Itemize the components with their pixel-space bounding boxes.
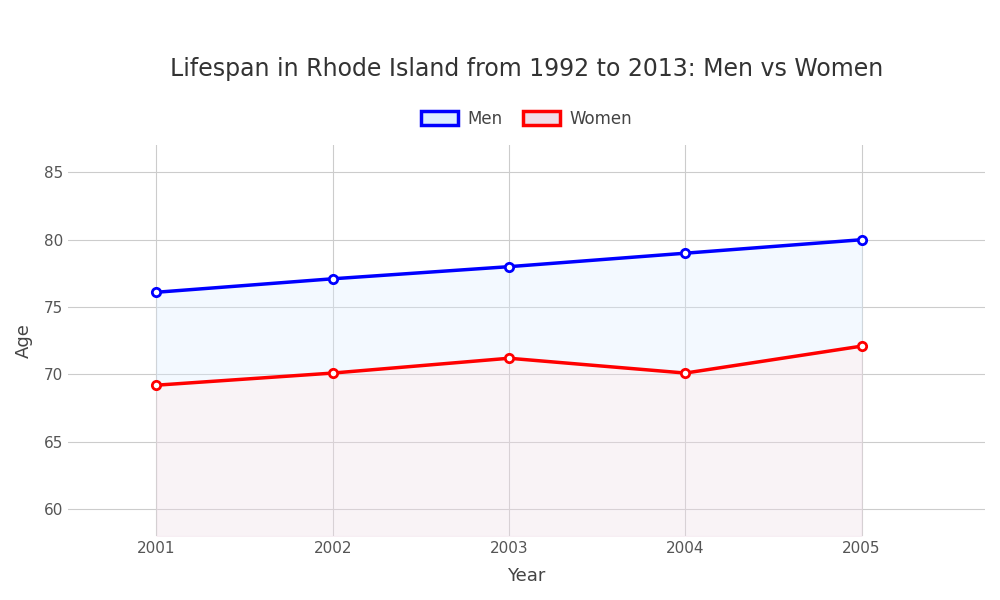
X-axis label: Year: Year bbox=[507, 567, 546, 585]
Y-axis label: Age: Age bbox=[15, 323, 33, 358]
Title: Lifespan in Rhode Island from 1992 to 2013: Men vs Women: Lifespan in Rhode Island from 1992 to 20… bbox=[170, 57, 883, 81]
Legend: Men, Women: Men, Women bbox=[414, 103, 639, 134]
